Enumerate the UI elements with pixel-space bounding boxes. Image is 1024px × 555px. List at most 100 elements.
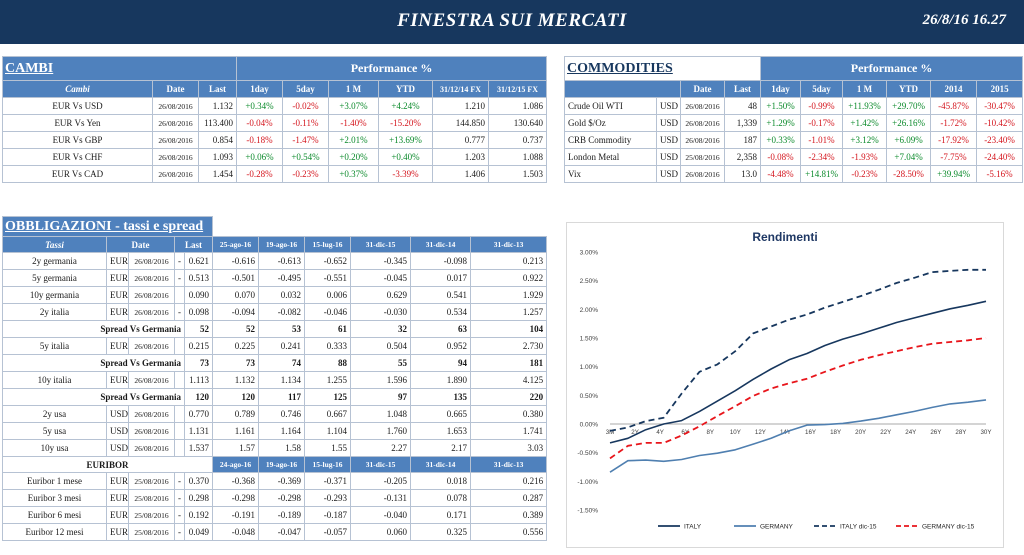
euribor-value: 0.298 <box>183 489 214 507</box>
table-row: 10y usa USD 26/08/2016 1.537 1.57 1.58 1.55 2.2… <box>2 439 548 457</box>
bond-value: 0.070 <box>212 286 260 304</box>
cambi-date: 26/08/2016 <box>152 131 199 149</box>
bond-value: 1.161 <box>212 422 260 440</box>
cambi-cell: 1.088 <box>487 148 548 166</box>
bond-value: -0.652 <box>304 252 352 270</box>
commodity-performance: +11.93% <box>842 97 888 115</box>
cambi-performance: +3.07% <box>328 97 379 115</box>
bond-date: 26/08/2016 <box>128 337 175 355</box>
legend-label: GERMANY <box>760 524 794 531</box>
bond-value: -0.030 <box>350 303 412 321</box>
euribor-value: 0.018 <box>410 472 472 490</box>
chart-title: Rendimenti <box>752 230 817 244</box>
bond-name: 10y italia <box>2 371 107 389</box>
euribor-value: 0.078 <box>410 489 472 507</box>
x-tick-label: 30Y <box>980 429 991 436</box>
x-tick-label: 6Y <box>681 429 689 436</box>
euribor-sign: - <box>174 523 185 541</box>
table-row: EUR Vs GBP 26/08/2016 0.854 -0.18% -1.47% +2.… <box>2 131 548 149</box>
euribor-value: -0.298 <box>212 489 260 507</box>
commodity-performance: -24.40% <box>976 148 1024 166</box>
cambi-date: 26/08/2016 <box>152 148 199 166</box>
spread-value: 120 <box>183 388 214 406</box>
bond-value: -0.613 <box>258 252 306 270</box>
cambi-pair-label: EUR Vs CHF <box>2 148 153 166</box>
series-line-italy <box>609 300 987 444</box>
bond-date: 26/08/2016 <box>128 371 175 389</box>
table-row: EUR Vs CHF 26/08/2016 1.093 +0.06% +0.54% +0.… <box>2 148 548 166</box>
euribor-name: Euribor 12 mesi <box>2 523 107 541</box>
euribor-sign: - <box>174 506 185 524</box>
euribor-date: 25/08/2016 <box>128 523 175 541</box>
series-line-italy-dic-15 <box>609 268 986 432</box>
euribor-value: -0.048 <box>212 523 260 541</box>
cambi-performance: -3.39% <box>378 165 433 183</box>
bond-value: -0.345 <box>350 252 412 270</box>
spread-label: Spread Vs Germania <box>2 354 185 372</box>
y-tick-label: 0.50% <box>580 393 599 400</box>
bond-value: -0.098 <box>410 252 472 270</box>
spread-value: 63 <box>410 320 472 338</box>
bond-name: 5y usa <box>2 422 107 440</box>
bond-currency: EUR <box>106 286 129 304</box>
bond-currency: USD <box>106 422 129 440</box>
commodities-col-header: 2014 <box>930 80 978 98</box>
obbligazioni-col-header: Date <box>106 236 175 253</box>
euribor-value: -0.057 <box>304 523 352 541</box>
cambi-cell: 1.086 <box>487 97 548 115</box>
euribor-value: 0.192 <box>183 506 214 524</box>
commodity-performance: -2.34% <box>800 148 844 166</box>
commodity-performance: +1.29% <box>760 114 802 132</box>
cambi-date: 26/08/2016 <box>152 165 199 183</box>
commodity-date: 26/08/2016 <box>680 131 725 149</box>
cambi-cell: 1.406 <box>432 165 489 183</box>
bond-value: 1.890 <box>410 371 472 389</box>
commodities-section-title: COMMODITIES <box>563 56 762 81</box>
top-header-bar: FINESTRA SUI MERCATI 26/8/16 16.27 <box>0 0 1024 44</box>
bond-currency: USD <box>106 405 129 423</box>
x-tick-label: 26Y <box>930 429 941 436</box>
bond-value: 1.741 <box>470 422 548 440</box>
cambi-cell: 1.132 <box>198 97 237 115</box>
cambi-date: 26/08/2016 <box>152 114 199 132</box>
bond-value: 1.164 <box>258 422 306 440</box>
bond-sign <box>174 337 185 355</box>
spread-row: Spread Vs Germania 120 120 117 125 97 135 220 <box>2 388 548 406</box>
bond-sign <box>174 439 185 457</box>
legend-label: ITALY <box>684 524 702 531</box>
bond-value: 2.730 <box>470 337 548 355</box>
table-row: 2y germania EUR 26/08/2016-0.621 -0.616 -0.6… <box>2 252 548 270</box>
bond-value: 0.017 <box>410 269 472 287</box>
bond-value: 0.746 <box>258 405 306 423</box>
bond-sign: - <box>174 303 185 321</box>
bond-value: 0.534 <box>410 303 472 321</box>
spread-value: 117 <box>258 388 306 406</box>
bond-value: 1.929 <box>470 286 548 304</box>
table-row: EUR Vs USD 26/08/2016 1.132 +0.34% -0.02% +3.… <box>2 97 548 115</box>
bond-name: 2y italia <box>2 303 107 321</box>
bond-sign <box>174 371 185 389</box>
euribor-value: 0.370 <box>183 472 214 490</box>
x-tick-label: 3M <box>606 429 615 436</box>
cambi-col-header: Cambi <box>2 80 153 98</box>
commodity-performance: +39.94% <box>930 165 978 183</box>
bond-value: 2.17 <box>410 439 472 457</box>
bond-value: -0.046 <box>304 303 352 321</box>
cambi-cell: 130.640 <box>487 114 548 132</box>
bond-value: 1.537 <box>183 439 214 457</box>
page-title: FINESTRA SUI MERCATI <box>397 10 627 31</box>
bond-date: 26/08/2016 <box>128 286 175 304</box>
euribor-value: -0.047 <box>258 523 306 541</box>
bond-value: -0.082 <box>258 303 306 321</box>
spread-value: 125 <box>304 388 352 406</box>
bond-value: 4.125 <box>470 371 548 389</box>
cambi-col-header: YTD <box>378 80 433 98</box>
bond-value: 0.504 <box>350 337 412 355</box>
commodity-performance: +14.81% <box>800 165 844 183</box>
euribor-value: -0.369 <box>258 472 306 490</box>
bond-value: 0.621 <box>183 252 214 270</box>
bond-value: 1.596 <box>350 371 412 389</box>
legend-label: GERMANY dic-15 <box>922 524 975 531</box>
euribor-currency: EUR <box>106 472 129 490</box>
euribor-col-header: 15-lug-16 <box>304 456 352 473</box>
